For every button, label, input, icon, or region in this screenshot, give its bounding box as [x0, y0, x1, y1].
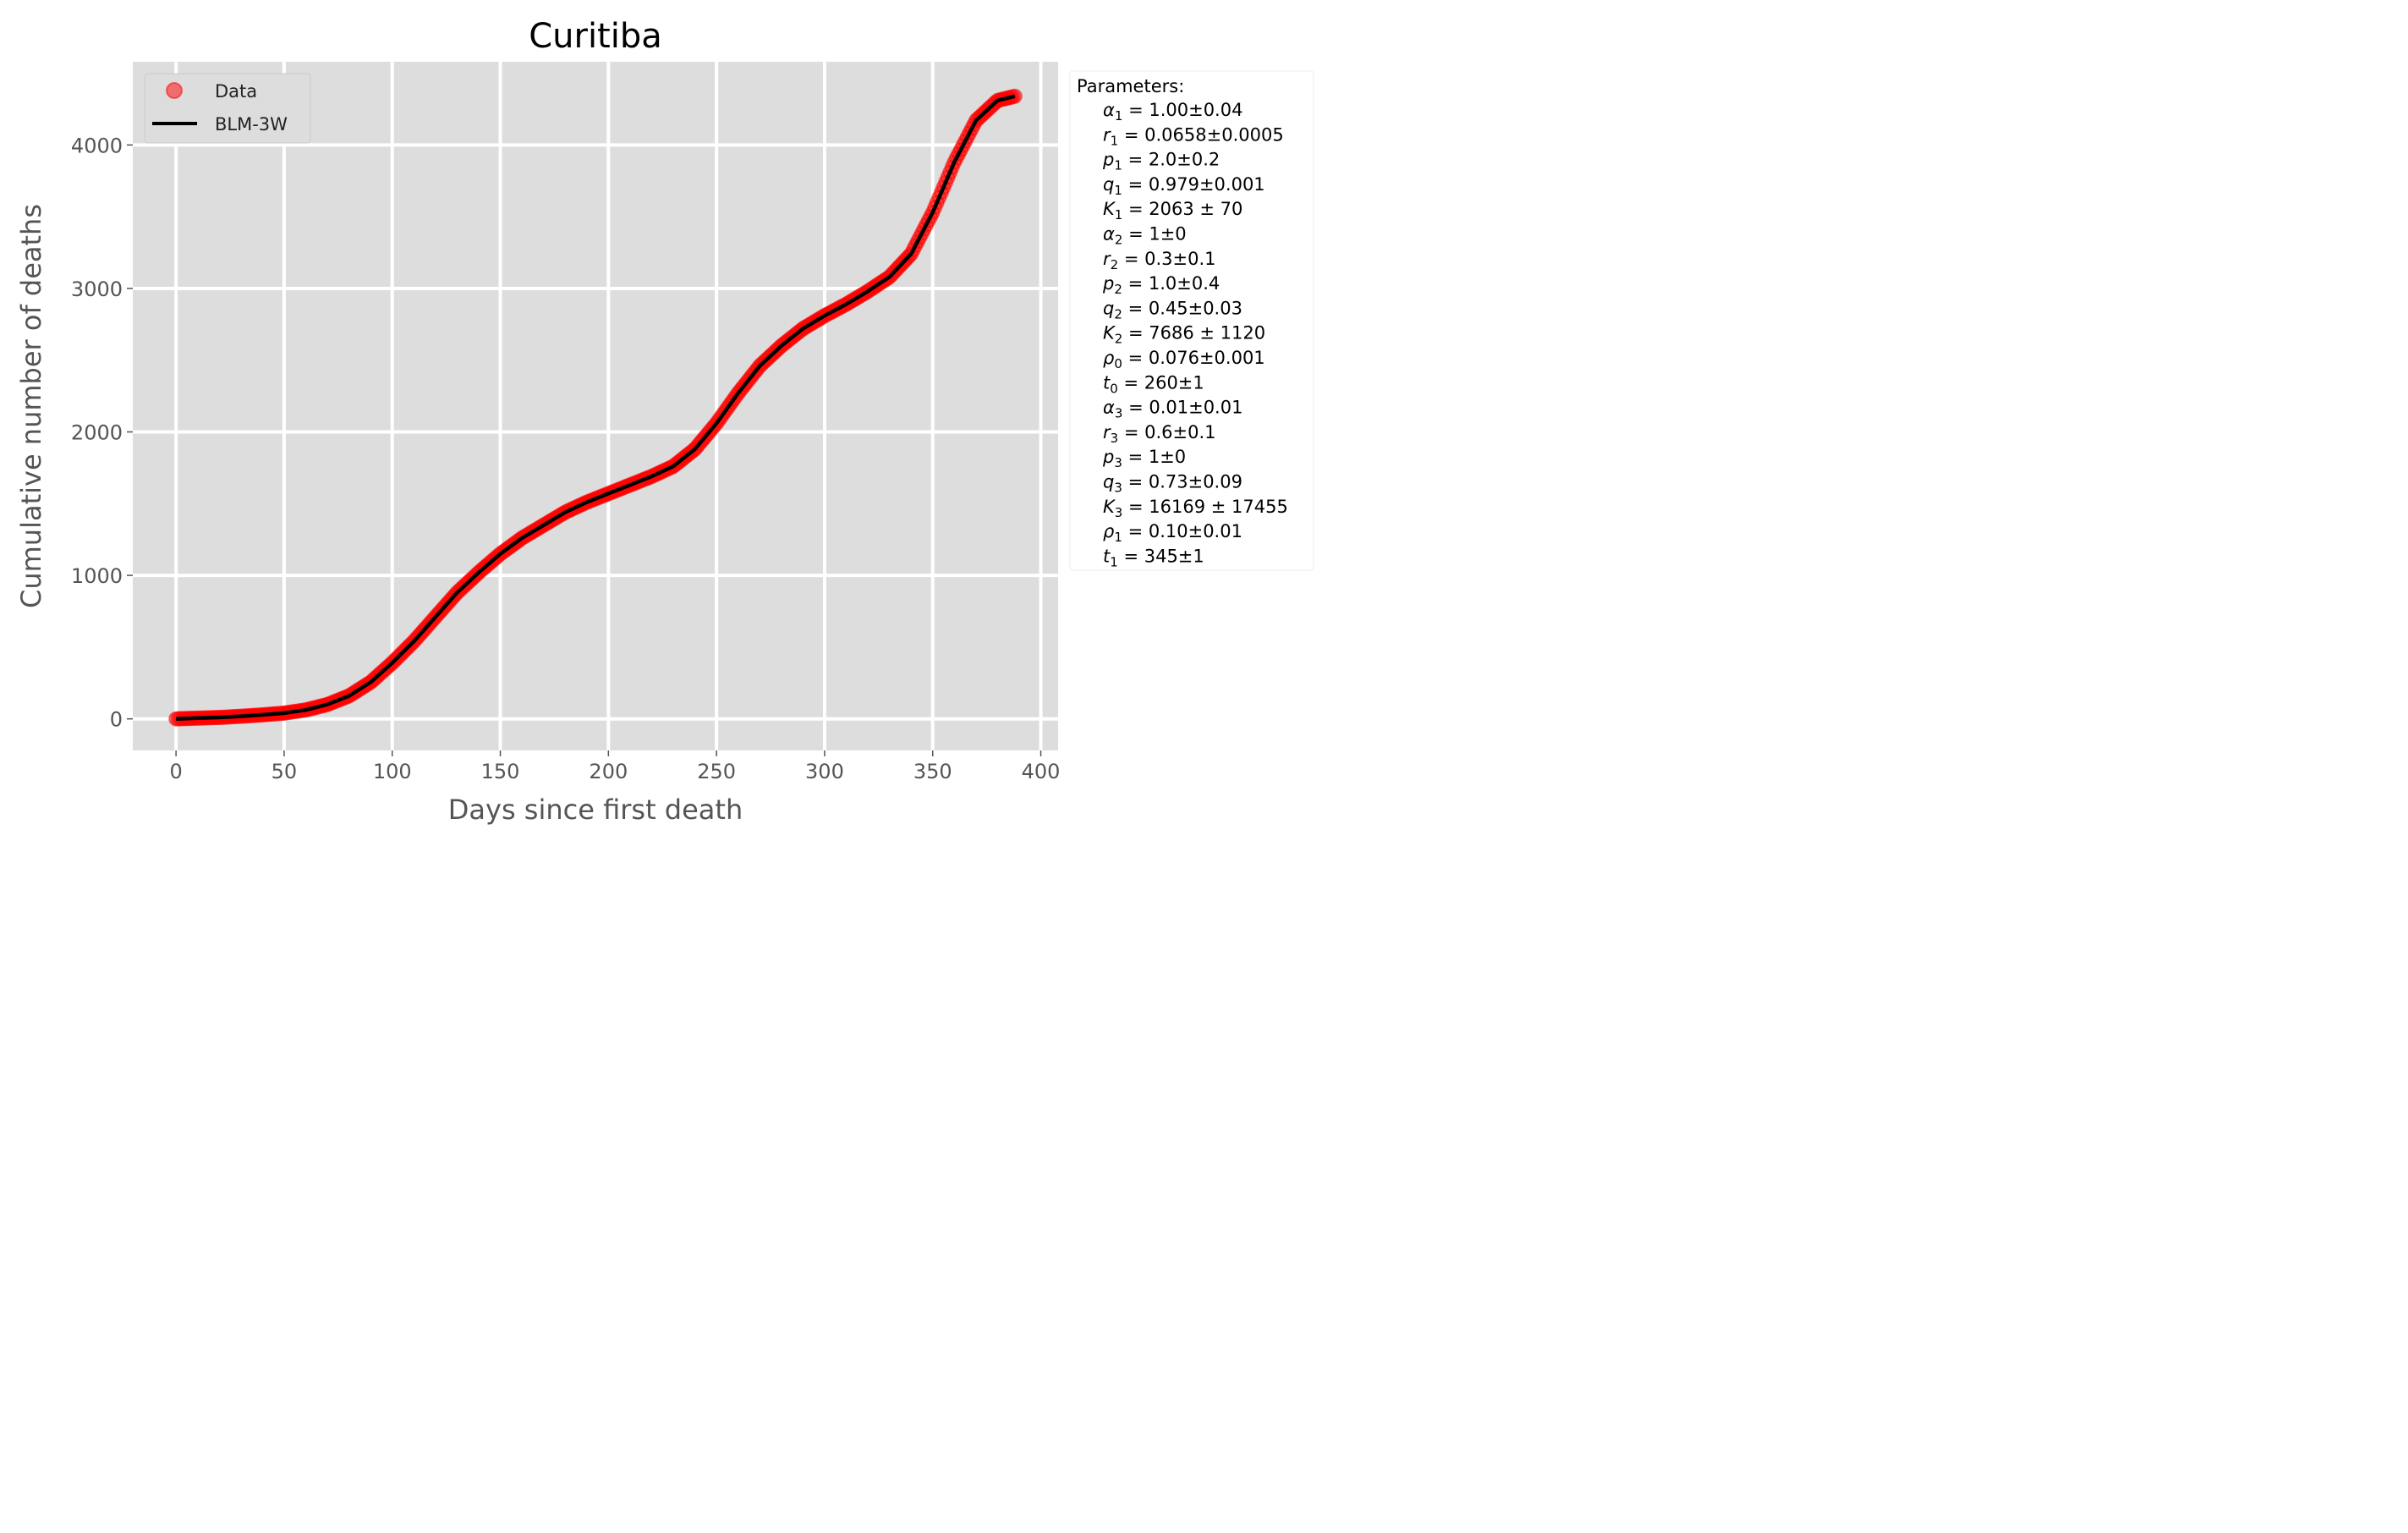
parameter-line: α1 = 1.00±0.04: [1103, 100, 1242, 124]
parameter-line: r2 = 0.3±0.1: [1103, 249, 1216, 272]
parameter-line: K2 = 7686 ± 1120: [1103, 323, 1265, 347]
y-tick-label: 2000: [71, 421, 123, 445]
chart-title: Curitiba: [529, 17, 662, 56]
parameter-line: ρ1 = 0.10±0.01: [1103, 521, 1242, 545]
parameter-line: t1 = 345±1: [1103, 546, 1204, 569]
x-tick-label: 150: [481, 760, 520, 783]
parameter-line: r3 = 0.6±0.1: [1103, 422, 1216, 446]
parameter-line: p3 = 1±0: [1102, 447, 1186, 470]
x-tick-label: 300: [805, 760, 844, 783]
parameters-frame: [1069, 70, 1314, 571]
parameter-line: K3 = 16169 ± 17455: [1103, 497, 1288, 520]
y-axis-ticks: 0 1000 2000 3000 4000: [71, 134, 133, 732]
legend-box: [144, 73, 311, 144]
parameter-line: K1 = 2063 ± 70: [1103, 199, 1242, 223]
x-axis-label: Days since first death: [448, 794, 743, 826]
legend-data-marker: [166, 82, 183, 99]
parameter-line: p1 = 2.0±0.2: [1102, 150, 1220, 173]
x-tick-label: 0: [169, 760, 182, 783]
parameter-line: p2 = 1.0±0.4: [1102, 273, 1220, 297]
legend-fit-label: BLM-3W: [215, 114, 288, 135]
legend-data-label: Data: [215, 81, 257, 102]
parameter-line: ρ0 = 0.076±0.001: [1103, 348, 1265, 371]
y-tick-label: 4000: [71, 134, 123, 157]
x-tick-label: 400: [1022, 760, 1061, 783]
x-tick-label: 350: [913, 760, 952, 783]
y-tick-label: 1000: [71, 564, 123, 588]
chart: 0 50 100 150 200 250 300 350 400 0 1000 2000 3000 40…: [15, 17, 1314, 826]
parameter-line: α3 = 0.01±0.01: [1103, 398, 1242, 421]
plot-area: [133, 62, 1058, 750]
parameter-line: r1 = 0.0658±0.0005: [1103, 124, 1284, 148]
y-tick-label: 3000: [71, 277, 123, 301]
parameter-line: q1 = 0.979±0.001: [1103, 174, 1265, 198]
parameters-heading: Parameters:: [1077, 76, 1184, 96]
parameter-line: α2 = 1±0: [1103, 224, 1187, 248]
x-tick-label: 200: [589, 760, 628, 783]
x-tick-label: 50: [272, 760, 298, 783]
grid: [133, 62, 1058, 750]
y-axis-label: Cumulative number of deaths: [15, 204, 47, 608]
x-axis-ticks: 0 50 100 150 200 250 300 350 400: [169, 750, 1060, 783]
legend: Data BLM-3W: [144, 73, 311, 144]
x-tick-label: 100: [373, 760, 412, 783]
fit-series: [176, 94, 1016, 721]
fit-line: [176, 94, 1016, 721]
parameter-line: q3 = 0.73±0.09: [1103, 472, 1242, 496]
parameter-line: q2 = 0.45±0.03: [1103, 298, 1242, 321]
y-tick-label: 0: [110, 708, 123, 732]
parameter-line: t0 = 260±1: [1103, 372, 1204, 396]
x-tick-label: 250: [697, 760, 736, 783]
